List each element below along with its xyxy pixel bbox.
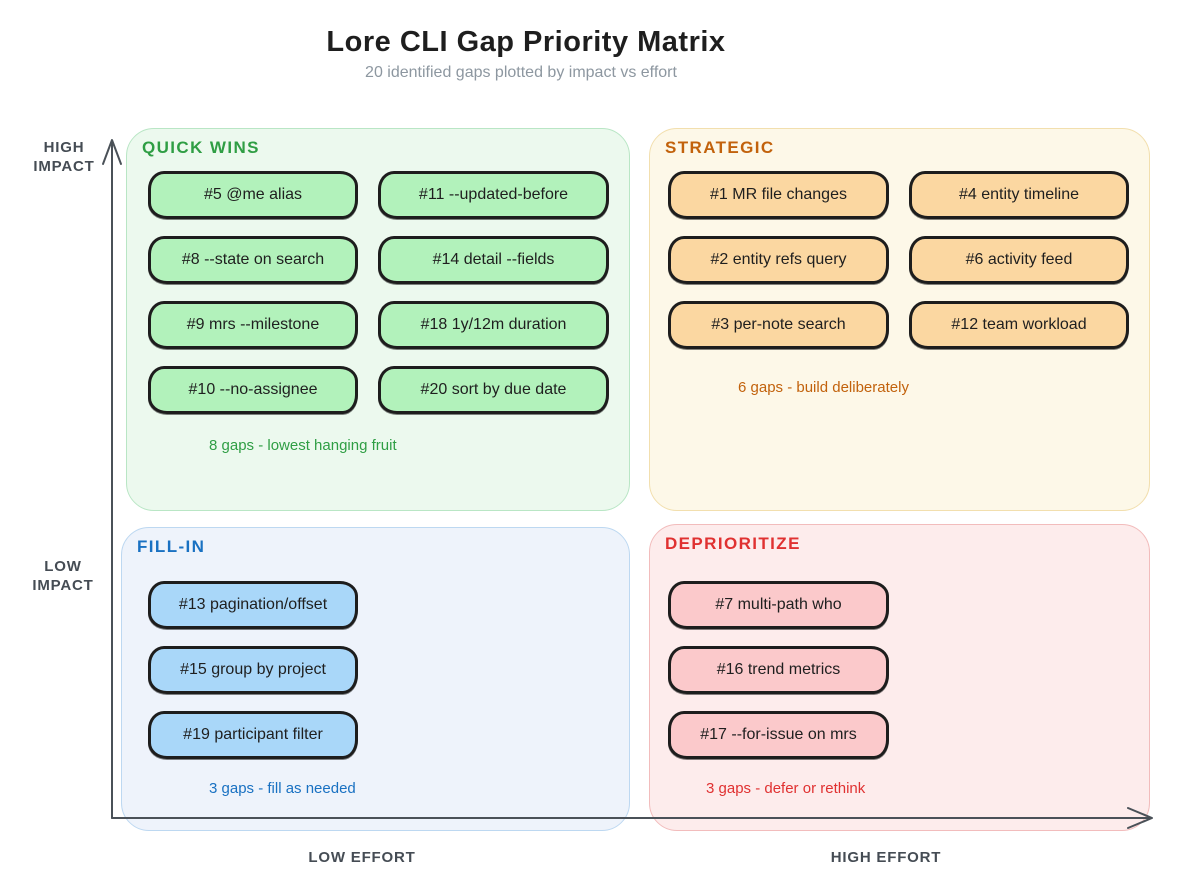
gap-pill: #11 --updated-before [378,171,609,219]
gap-pill: #13 pagination/offset [148,581,358,629]
quadrant-deprioritize: DEPRIORITIZE #7 multi-path who #16 trend… [649,524,1150,831]
gap-pill: #18 1y/12m duration [378,301,609,349]
gap-pill: #2 entity refs query [668,236,889,284]
quadrant-caption-quick-wins: 8 gaps - lowest hanging fruit [209,437,397,454]
quadrant-label-quick-wins: QUICK WINS [142,138,260,157]
quadrant-label-strategic: STRATEGIC [665,138,775,157]
gap-pill: #5 @me alias [148,171,358,219]
gap-pill: #14 detail --fields [378,236,609,284]
gap-pill: #10 --no-assignee [148,366,358,414]
gap-pill: #7 multi-path who [668,581,889,629]
quick-wins-pill-grid: #5 @me alias #11 --updated-before #8 --s… [148,171,609,414]
page-title: Lore CLI Gap Priority Matrix [326,26,726,58]
quadrant-quick-wins: QUICK WINS #5 @me alias #11 --updated-be… [126,128,630,511]
fill-in-pill-grid: #13 pagination/offset #15 group by proje… [148,581,358,759]
axis-label-high-effort: HIGH EFFORT [830,849,942,866]
quadrant-caption-strategic: 6 gaps - build deliberately [738,379,909,396]
gap-pill: #19 participant filter [148,711,358,759]
quadrant-caption-deprioritize: 3 gaps - defer or rethink [706,780,866,797]
quadrant-fill-in: FILL-IN #13 pagination/offset #15 group … [121,527,630,831]
quadrant-caption-fill-in: 3 gaps - fill as needed [209,780,356,797]
quadrant-label-deprioritize: DEPRIORITIZE [665,534,801,553]
axis-label-low-impact-line1: LOW [44,558,82,575]
gap-pill: #8 --state on search [148,236,358,284]
gap-pill: #6 activity feed [909,236,1129,284]
page-subtitle: 20 identified gaps plotted by impact vs … [365,64,677,81]
axis-label-high-impact-line1: HIGH [43,139,85,156]
gap-pill: #16 trend metrics [668,646,889,694]
gap-pill: #20 sort by due date [378,366,609,414]
gap-pill: #4 entity timeline [909,171,1129,219]
gap-pill: #9 mrs --milestone [148,301,358,349]
gap-pill: #15 group by project [148,646,358,694]
axis-label-low-impact: LOW IMPACT [32,557,93,595]
gap-pill: #12 team workload [909,301,1129,349]
gap-pill: #17 --for-issue on mrs [668,711,889,759]
gap-pill: #3 per-note search [668,301,889,349]
quadrant-strategic: STRATEGIC #1 MR file changes #4 entity t… [649,128,1150,511]
axis-label-low-effort: LOW EFFORT [308,849,416,866]
y-axis-arrowhead-icon [102,139,122,165]
axis-label-high-impact-line2: IMPACT [33,158,95,175]
quadrant-label-fill-in: FILL-IN [137,537,206,556]
gap-pill: #1 MR file changes [668,171,889,219]
axis-label-low-impact-line2: IMPACT [32,577,94,594]
axis-label-high-impact: HIGH IMPACT [33,138,94,176]
deprioritize-pill-grid: #7 multi-path who #16 trend metrics #17 … [668,581,889,759]
strategic-pill-grid: #1 MR file changes #4 entity timeline #2… [668,171,1129,349]
